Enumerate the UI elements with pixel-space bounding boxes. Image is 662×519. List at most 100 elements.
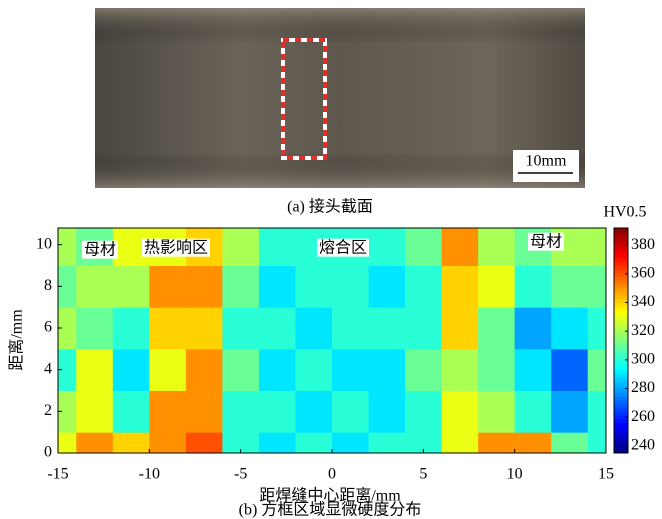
contour-cell — [58, 228, 77, 266]
colorbar-step — [614, 438, 628, 442]
x-tick-label: 5 — [419, 466, 427, 483]
y-tick-label: 6 — [44, 319, 52, 336]
contour-cell — [76, 432, 113, 453]
contour-cell — [113, 432, 150, 453]
x-tick-label: 0 — [328, 466, 336, 483]
colorbar-tick-label: 380 — [631, 236, 655, 253]
contour-cell — [442, 391, 479, 433]
contour-cell — [369, 266, 406, 308]
colorbar-step — [614, 356, 628, 360]
contour-cell — [588, 228, 607, 266]
contour-cell — [295, 307, 332, 349]
colorbar-step — [614, 277, 628, 281]
contour-cell — [551, 432, 588, 453]
contour-cell — [113, 349, 150, 391]
colorbar-step — [614, 296, 628, 300]
contour-cell — [369, 432, 406, 453]
contour-cell — [76, 391, 113, 433]
colorbar-step — [614, 374, 628, 378]
colorbar-step — [614, 254, 628, 258]
photo-caption: (a) 接头截面 — [287, 198, 373, 216]
colorbar-tick-label: 340 — [631, 293, 655, 310]
contour-cell — [222, 228, 259, 266]
contour-cell — [332, 349, 369, 391]
contour-cell — [186, 391, 223, 433]
contour-cell — [259, 432, 296, 453]
colorbar-step — [614, 389, 628, 393]
colorbar-step — [614, 333, 628, 337]
colorbar-tick-label: 240 — [631, 437, 655, 454]
colorbar-label: HV0.5 — [603, 204, 646, 221]
contour-cell — [515, 432, 552, 453]
colorbar-step — [614, 393, 628, 397]
contour-cell — [442, 266, 479, 308]
colorbar-step — [614, 363, 628, 367]
contour-cell — [332, 266, 369, 308]
x-tick-label: -15 — [47, 466, 68, 483]
contour-cell — [149, 349, 186, 391]
cross-section-photo: 10mm — [95, 8, 585, 188]
x-tick-label: 15 — [598, 466, 614, 483]
colorbar-step — [614, 386, 628, 390]
colorbar-step — [614, 423, 628, 427]
contour-cell — [369, 307, 406, 349]
contour-cell — [113, 307, 150, 349]
colorbar-step — [614, 314, 628, 318]
contour-cell — [222, 266, 259, 308]
contour-cell — [295, 391, 332, 433]
contour-cell — [222, 391, 259, 433]
colorbar-step — [614, 258, 628, 262]
contour-cell — [332, 391, 369, 433]
colorbar-step — [614, 236, 628, 240]
colorbar-step — [614, 352, 628, 356]
contour-cell — [149, 307, 186, 349]
colorbar-step — [614, 427, 628, 431]
contour-cell — [442, 307, 479, 349]
colorbar-step — [614, 348, 628, 352]
colorbar-step — [614, 288, 628, 292]
colorbar-step — [614, 251, 628, 255]
colorbar-step — [614, 303, 628, 307]
contour-cell — [442, 228, 479, 266]
contour-cell — [369, 391, 406, 433]
contour-cell — [442, 349, 479, 391]
colorbar-step — [614, 292, 628, 296]
contour-cell — [405, 349, 442, 391]
colorbar-step — [614, 307, 628, 311]
contour-cell — [442, 432, 479, 453]
contour-cell — [515, 349, 552, 391]
y-tick-label: 8 — [44, 277, 52, 294]
colorbar-step — [614, 284, 628, 288]
colorbar-step — [614, 247, 628, 251]
x-tick-label: -5 — [234, 466, 247, 483]
contour-cell — [186, 266, 223, 308]
contour-cell — [222, 349, 259, 391]
y-axis-label: 距离/mm — [8, 309, 26, 371]
y-tick-label: 0 — [44, 444, 52, 461]
contour-cell — [551, 307, 588, 349]
contour-cell — [478, 266, 515, 308]
colorbar-step — [614, 378, 628, 382]
contour-cell — [515, 266, 552, 308]
contour-cell — [149, 432, 186, 453]
colorbar-tick-label: 300 — [631, 351, 655, 368]
contour-cell — [405, 266, 442, 308]
contour-cell — [369, 349, 406, 391]
scale-bar-label: 10mm — [526, 153, 567, 170]
colorbar-tick-label: 280 — [631, 379, 655, 396]
colorbar-step — [614, 266, 628, 270]
region-label: 熔合区 — [319, 239, 367, 257]
contour-cell — [588, 349, 607, 391]
contour-map — [58, 228, 607, 454]
contour-cell — [113, 266, 150, 308]
contour-cell — [58, 432, 77, 453]
colorbar-step — [614, 419, 628, 423]
contour-cell — [149, 266, 186, 308]
colorbar-tick-label: 260 — [631, 408, 655, 425]
contour-cell — [295, 266, 332, 308]
colorbar-step — [614, 371, 628, 375]
colorbar-step — [614, 404, 628, 408]
contour-cell — [588, 391, 607, 433]
contour-cell — [76, 307, 113, 349]
contour-cell — [259, 391, 296, 433]
